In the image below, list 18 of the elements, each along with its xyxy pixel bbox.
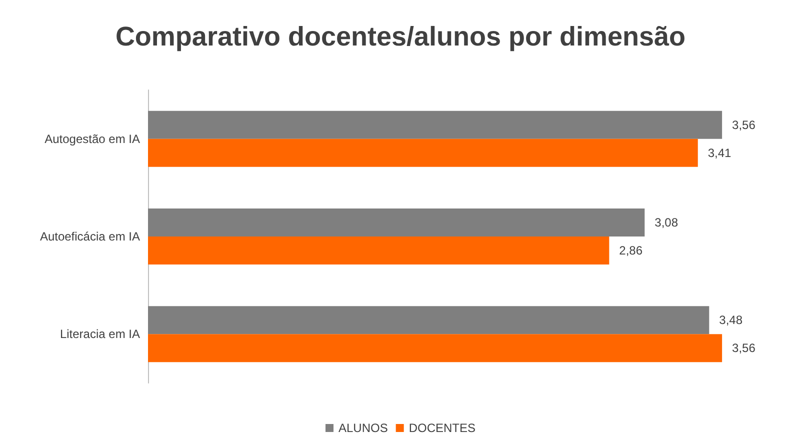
bar [148,138,698,167]
data-label: 3,48 [719,313,743,328]
y-tick-label: Autoeficácia em IA [40,230,140,244]
data-label: 2,86 [619,244,643,258]
legend-label: ALUNOS [338,421,388,435]
bar [148,334,722,362]
y-tick-label: Literacia em IA [60,327,140,342]
data-label: 3,41 [708,146,732,160]
data-label: 3,56 [732,118,756,132]
bar [148,110,722,139]
legend-label: DOCENTES [408,421,476,435]
bar [148,236,610,264]
data-label: 3,08 [654,216,678,230]
chart-title: Comparativo docentes/alunos por dimensão [115,22,686,52]
bar [148,208,645,236]
y-tick-label: Autogestão em IA [44,132,140,146]
bar [148,306,710,334]
data-label: 3,56 [732,341,756,356]
